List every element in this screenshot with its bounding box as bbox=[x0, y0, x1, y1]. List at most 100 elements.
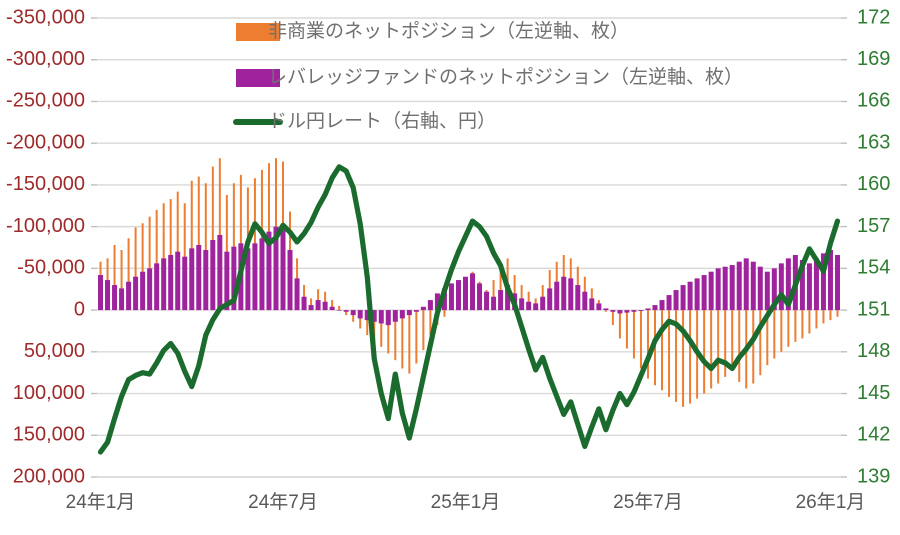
bar-noncommercial bbox=[239, 174, 242, 311]
bar-leveraged-fund bbox=[834, 255, 840, 311]
bar-leveraged-fund bbox=[210, 239, 216, 311]
bar-leveraged-fund bbox=[533, 303, 539, 311]
bar-leveraged-fund bbox=[813, 258, 819, 311]
bar-noncommercial bbox=[801, 310, 804, 339]
bar-leveraged-fund bbox=[652, 305, 658, 311]
bar-noncommercial bbox=[324, 291, 327, 311]
bar-leveraged-fund bbox=[778, 263, 784, 311]
bar-noncommercial bbox=[380, 310, 383, 347]
bar-leveraged-fund bbox=[554, 281, 560, 311]
bar-leveraged-fund bbox=[561, 276, 567, 311]
legend-group: 非商業のネットポジション（左逆軸、枚） レバレッジファンドのネットポジション（左逆… bbox=[233, 20, 743, 132]
bar-leveraged-fund bbox=[413, 310, 419, 312]
bar-leveraged-fund bbox=[224, 251, 230, 311]
bar-leveraged-fund bbox=[827, 250, 833, 311]
bar-noncommercial bbox=[661, 310, 664, 391]
bar-leveraged-fund bbox=[322, 301, 328, 311]
bar-noncommercial bbox=[190, 180, 193, 311]
bar-noncommercial bbox=[752, 310, 755, 384]
bar-noncommercial bbox=[415, 310, 418, 364]
bar-leveraged-fund bbox=[329, 306, 335, 311]
bar-noncommercial bbox=[338, 305, 341, 311]
left-axis-tick-label: 0 bbox=[74, 298, 85, 320]
bar-leveraged-fund bbox=[280, 228, 286, 311]
bar-leveraged-fund bbox=[526, 301, 532, 311]
bar-noncommercial bbox=[345, 310, 348, 316]
bar-leveraged-fund bbox=[245, 248, 251, 311]
bar-noncommercial bbox=[829, 310, 832, 321]
bar-noncommercial bbox=[520, 285, 523, 311]
bar-noncommercial bbox=[499, 266, 502, 311]
left-axis-tick-label: 200,000 bbox=[13, 465, 85, 487]
bar-noncommercial bbox=[513, 275, 516, 311]
right-axis-tick-label: 166 bbox=[857, 90, 890, 112]
bar-noncommercial bbox=[204, 183, 207, 311]
bar-leveraged-fund bbox=[357, 310, 363, 319]
bar-noncommercial bbox=[625, 310, 628, 349]
bar-leveraged-fund bbox=[540, 296, 546, 311]
bar-leveraged-fund bbox=[448, 283, 454, 311]
bar-leveraged-fund bbox=[603, 308, 609, 311]
bar-noncommercial bbox=[717, 310, 720, 384]
bar-noncommercial bbox=[387, 310, 390, 354]
bar-noncommercial bbox=[113, 244, 116, 311]
bar-noncommercial bbox=[373, 310, 376, 342]
bar-noncommercial bbox=[310, 298, 313, 311]
bar-noncommercial bbox=[668, 310, 671, 397]
bar-leveraged-fund bbox=[666, 295, 672, 311]
bar-leveraged-fund bbox=[757, 266, 763, 311]
bar-leveraged-fund bbox=[624, 310, 630, 313]
left-axis-labels: -350,000 -300,000 -250,000 -200,000 -150,000… bbox=[6, 6, 85, 487]
bar-leveraged-fund bbox=[175, 251, 181, 311]
bar-leveraged-fund bbox=[519, 298, 525, 311]
left-axis-tick-label: -300,000 bbox=[6, 48, 85, 70]
bar-noncommercial bbox=[162, 203, 165, 311]
bar-noncommercial bbox=[197, 176, 200, 311]
bar-leveraged-fund bbox=[147, 268, 153, 311]
legend-label-1: 非商業のネットポジション（左逆軸、枚） bbox=[268, 20, 629, 42]
bar-leveraged-fund bbox=[126, 281, 132, 311]
bar-noncommercial bbox=[317, 289, 320, 311]
bar-noncommercial bbox=[527, 291, 530, 311]
right-axis-tick-label: 163 bbox=[857, 131, 890, 153]
x-axis-tick-label: 25年7月 bbox=[613, 491, 683, 513]
bar-leveraged-fund bbox=[806, 263, 812, 311]
bar-leveraged-fund bbox=[364, 310, 370, 321]
bar-leveraged-fund bbox=[470, 273, 476, 311]
bar-leveraged-fund bbox=[771, 268, 777, 311]
bar-noncommercial bbox=[429, 310, 432, 336]
left-axis-tick-label: 100,000 bbox=[13, 382, 85, 404]
bar-leveraged-fund bbox=[231, 246, 237, 311]
bar-leveraged-fund bbox=[392, 310, 398, 322]
bar-noncommercial bbox=[218, 158, 221, 311]
bar-leveraged-fund bbox=[427, 300, 433, 311]
bar-noncommercial bbox=[211, 166, 214, 311]
bar-noncommercial bbox=[155, 209, 158, 311]
bar-leveraged-fund bbox=[589, 298, 595, 311]
bar-noncommercial bbox=[808, 310, 811, 334]
bar-noncommercial bbox=[401, 310, 404, 369]
right-axis-tick-label: 151 bbox=[857, 298, 890, 320]
left-axis-tick-label: -350,000 bbox=[6, 6, 85, 28]
bar-leveraged-fund bbox=[568, 278, 574, 311]
bar-leveraged-fund bbox=[140, 271, 146, 311]
bar-leveraged-fund bbox=[582, 291, 588, 311]
bar-leveraged-fund bbox=[694, 278, 700, 311]
bar-leveraged-fund bbox=[785, 258, 791, 311]
bar-leveraged-fund bbox=[399, 310, 405, 319]
bar-leveraged-fund bbox=[203, 250, 209, 311]
bar-noncommercial bbox=[703, 310, 706, 394]
bar-leveraged-fund bbox=[596, 303, 602, 311]
right-axis-tick-label: 172 bbox=[857, 6, 890, 28]
bar-leveraged-fund bbox=[610, 310, 616, 312]
bar-noncommercial bbox=[352, 310, 355, 322]
bar-leveraged-fund bbox=[547, 288, 553, 311]
bar-noncommercial bbox=[443, 310, 446, 317]
bar-leveraged-fund bbox=[217, 234, 223, 311]
bar-noncommercial bbox=[682, 310, 685, 407]
bar-noncommercial bbox=[134, 227, 137, 311]
right-axis-tick-label: 169 bbox=[857, 48, 890, 70]
bar-leveraged-fund bbox=[750, 261, 756, 311]
